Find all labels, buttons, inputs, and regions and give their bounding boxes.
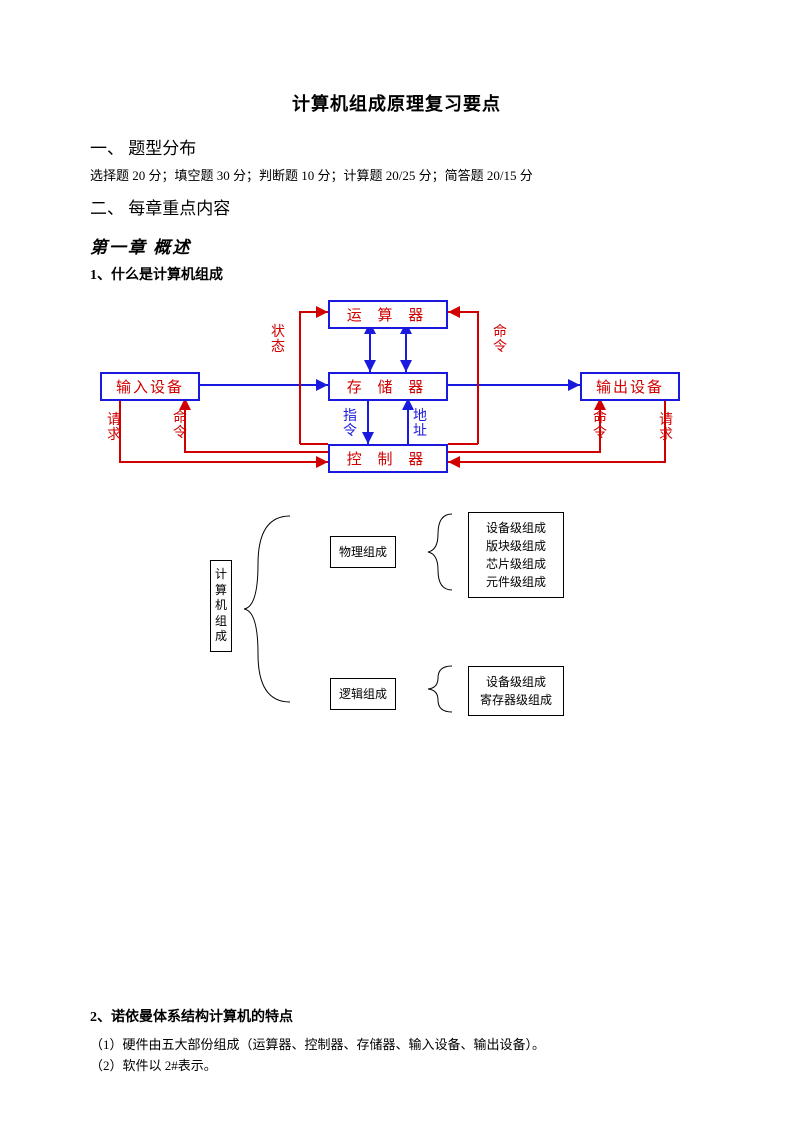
node-ctrl: 控 制 器 [328,444,448,473]
tree-root: 计算机组成 [210,560,232,652]
chapter1-q1: 1、什么是计算机组成 [90,264,703,284]
chapter1-q2-block: 2、诺依曼体系结构计算机的特点 （1）硬件由五大部份组成（运算器、控制器、存储器… [90,1000,700,1076]
label-cmd-r: 命令 [590,412,610,441]
leaf-line: 元件级组成 [477,573,555,591]
tree-leaf-physical: 设备级组成 版块级组成 芯片级组成 元件级组成 [468,512,564,598]
node-output: 输出设备 [580,372,680,401]
label-addr: 地址 [410,410,430,439]
chapter1-q2-a: （1）硬件由五大部份组成（运算器、控制器、存储器、输入设备、输出设备）。 [90,1034,700,1053]
brace-root [240,514,300,704]
leaf-line: 设备级组成 [477,673,555,691]
leaf-line: 设备级组成 [477,519,555,537]
leaf-line: 版块级组成 [477,537,555,555]
flowchart: 运 算 器 输入设备 存 储 器 输出设备 控 制 器 状态 命令 请求 命令 … [90,292,700,492]
composition-tree: 计算机组成 物理组成 逻辑组成 设备级组成 版块级组成 芯片级组成 元件级组成 … [130,502,650,732]
section1-head: 一、 题型分布 [90,134,703,159]
label-req-l: 请求 [104,414,124,443]
label-req-r: 请求 [656,414,676,443]
chapter1-q2: 2、诺依曼体系结构计算机的特点 [90,1006,700,1026]
chapter1-q2-b: （2）软件以 2#表示。 [90,1055,700,1074]
page-title: 计算机组成原理复习要点 [90,90,703,116]
section1-body: 选择题 20 分；填空题 30 分；判断题 10 分；计算题 20/25 分；简… [90,165,703,184]
node-input: 输入设备 [100,372,200,401]
tree-leaf-logical: 设备级组成 寄存器级组成 [468,666,564,716]
brace-physical [426,512,456,592]
leaf-line: 芯片级组成 [477,555,555,573]
chapter1-head: 第一章 概述 [90,233,703,258]
tree-mid-physical: 物理组成 [330,536,396,568]
tree-mid-logical: 逻辑组成 [330,678,396,710]
label-instr: 指令 [340,410,360,439]
node-memory: 存 储 器 [328,372,448,401]
label-cmd-l: 命令 [170,412,190,441]
section2-head: 二、 每章重点内容 [90,194,703,219]
label-status: 状态 [268,326,288,355]
node-alu: 运 算 器 [328,300,448,329]
label-cmd-top: 命令 [490,326,510,355]
brace-logical [426,664,456,714]
leaf-line: 寄存器级组成 [477,691,555,709]
